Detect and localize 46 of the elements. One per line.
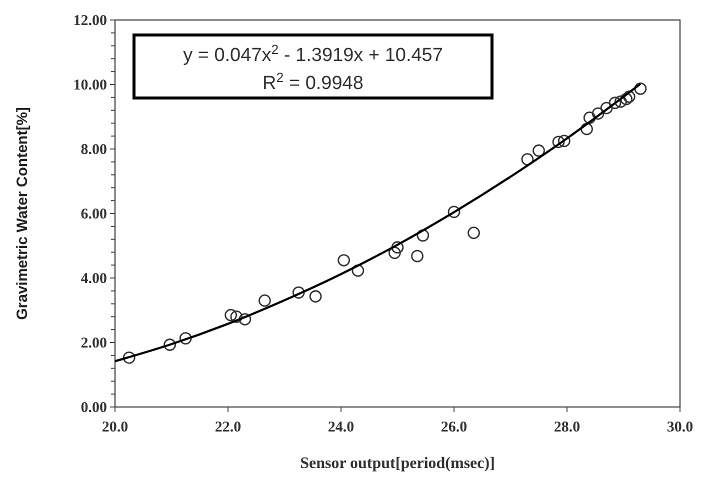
point — [164, 338, 176, 351]
x-tick-label: 30.0 — [666, 420, 694, 436]
point — [179, 332, 192, 344]
y-tick-label: 0.00 — [80, 400, 107, 416]
annotation: y = 0.047x$^{2}$ - 1.3919x + 10.457 — [183, 42, 443, 66]
point — [620, 92, 633, 106]
point — [122, 351, 136, 364]
x-tick-label: 26.0 — [440, 420, 468, 436]
annotation: R$^{2}$ = 0.9948 — [262, 70, 364, 94]
point — [258, 294, 271, 307]
point — [388, 246, 401, 260]
point — [411, 250, 424, 262]
point — [468, 226, 480, 240]
point — [614, 95, 627, 108]
y-tick-label: 2.00 — [80, 335, 107, 352]
point — [224, 308, 238, 322]
point — [292, 286, 305, 299]
point — [558, 134, 570, 148]
point — [634, 82, 647, 95]
y-axis-title: Gravimetric Water Content[%] — [14, 107, 31, 320]
y-tick-label: 8.00 — [80, 142, 107, 158]
point — [583, 112, 596, 124]
x-tick-label: 24.0 — [328, 420, 354, 436]
point — [448, 206, 460, 218]
y-tick-label: 10.00 — [73, 77, 107, 94]
point — [622, 90, 636, 103]
y-tick-label: 12.00 — [73, 12, 107, 29]
y-tick-label: 4.00 — [80, 270, 107, 287]
x-axis-title: Sensor output[period(msec)] — [300, 455, 495, 472]
point — [600, 102, 613, 114]
x-tick-label: 20.0 — [102, 420, 128, 436]
point — [309, 290, 322, 303]
point — [230, 310, 243, 323]
point — [592, 107, 604, 120]
point — [338, 254, 350, 266]
point — [532, 144, 545, 157]
point — [580, 122, 593, 136]
x-tick-label: 22.0 — [214, 420, 242, 436]
point — [608, 96, 622, 110]
y-tick-label: 6.00 — [80, 206, 107, 222]
point — [238, 313, 252, 326]
point — [352, 264, 364, 277]
point — [416, 229, 430, 242]
point — [391, 241, 404, 254]
point — [552, 136, 565, 148]
x-tick-label: 28.0 — [554, 420, 580, 436]
